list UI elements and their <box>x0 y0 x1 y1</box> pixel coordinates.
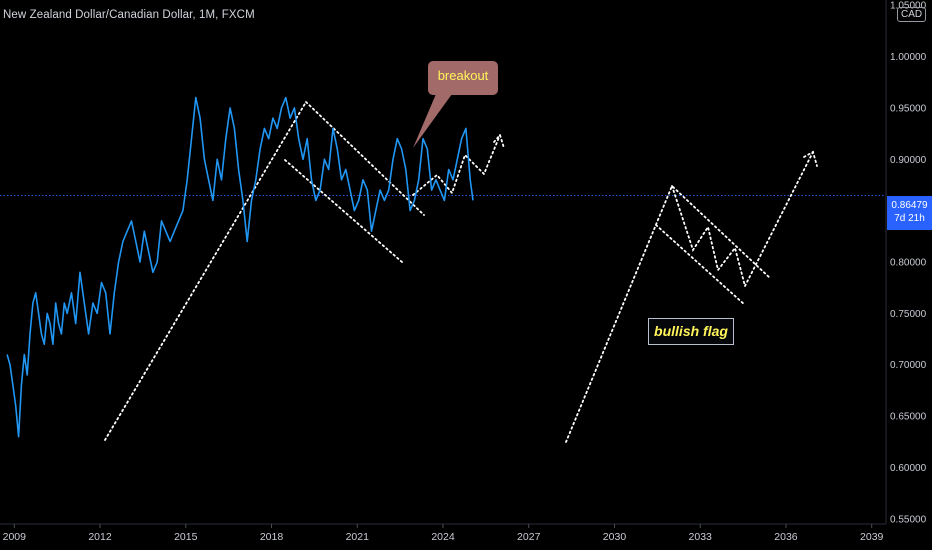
x-tick-label: 2030 <box>603 531 627 543</box>
uptrend-support-line <box>104 101 307 441</box>
y-tick-label: 0.80000 <box>890 258 927 269</box>
bar-countdown: 7d 21h <box>894 213 925 224</box>
y-tick-label: 0.90000 <box>890 155 927 166</box>
projected-path <box>412 134 501 196</box>
price-axis[interactable]: 0.55000 0.60000 0.65000 0.70000 0.75000 0.800… <box>890 1 927 526</box>
future-pole-and-flag-top <box>565 184 771 443</box>
current-price-tag: 0.86479 7d 21h <box>887 196 932 230</box>
y-tick-label: 1.05000 <box>890 1 927 12</box>
y-tick-label: 0.65000 <box>890 412 927 423</box>
x-tick-label: 2012 <box>88 531 112 543</box>
x-tick-label: 2036 <box>774 531 798 543</box>
currency-badge[interactable]: CAD <box>897 7 927 22</box>
x-tick-label: 2015 <box>174 531 198 543</box>
future-arrowhead <box>803 150 818 167</box>
y-tick-label: 0.70000 <box>890 360 927 371</box>
time-axis[interactable]: 2009 2012 2015 2018 2021 2024 2027 2030 2033 2036… <box>3 524 884 543</box>
channel-lower-line <box>284 159 403 263</box>
y-tick-label: 1.00000 <box>890 52 927 63</box>
x-tick-label: 2039 <box>860 531 884 543</box>
x-tick-label: 2018 <box>260 531 284 543</box>
y-tick-label: 0.55000 <box>890 514 927 525</box>
breakout-callout[interactable]: breakout <box>428 61 498 95</box>
y-tick-label: 0.95000 <box>890 103 927 114</box>
bullish-flag-label[interactable]: bullish flag <box>648 318 734 345</box>
y-tick-label: 0.75000 <box>890 309 927 320</box>
callout-pointer <box>413 94 452 148</box>
future-flag-zigzag <box>671 185 746 287</box>
current-price-value: 0.86479 <box>891 200 928 211</box>
x-tick-label: 2033 <box>689 531 713 543</box>
x-tick-label: 2024 <box>431 531 455 543</box>
x-tick-label: 2021 <box>346 531 370 543</box>
trendline-drawings <box>104 94 818 443</box>
future-breakout-line <box>744 151 814 287</box>
y-tick-label: 0.60000 <box>890 463 927 474</box>
x-tick-label: 2009 <box>3 531 27 543</box>
x-tick-label: 2027 <box>517 531 541 543</box>
future-flag-bottom <box>655 224 746 306</box>
price-line <box>6 96 474 438</box>
projected-arrowhead <box>493 133 505 149</box>
price-series <box>6 96 474 438</box>
symbol-title: New Zealand Dollar/Canadian Dollar, 1M, … <box>3 9 255 21</box>
channel-upper-line <box>305 101 425 216</box>
